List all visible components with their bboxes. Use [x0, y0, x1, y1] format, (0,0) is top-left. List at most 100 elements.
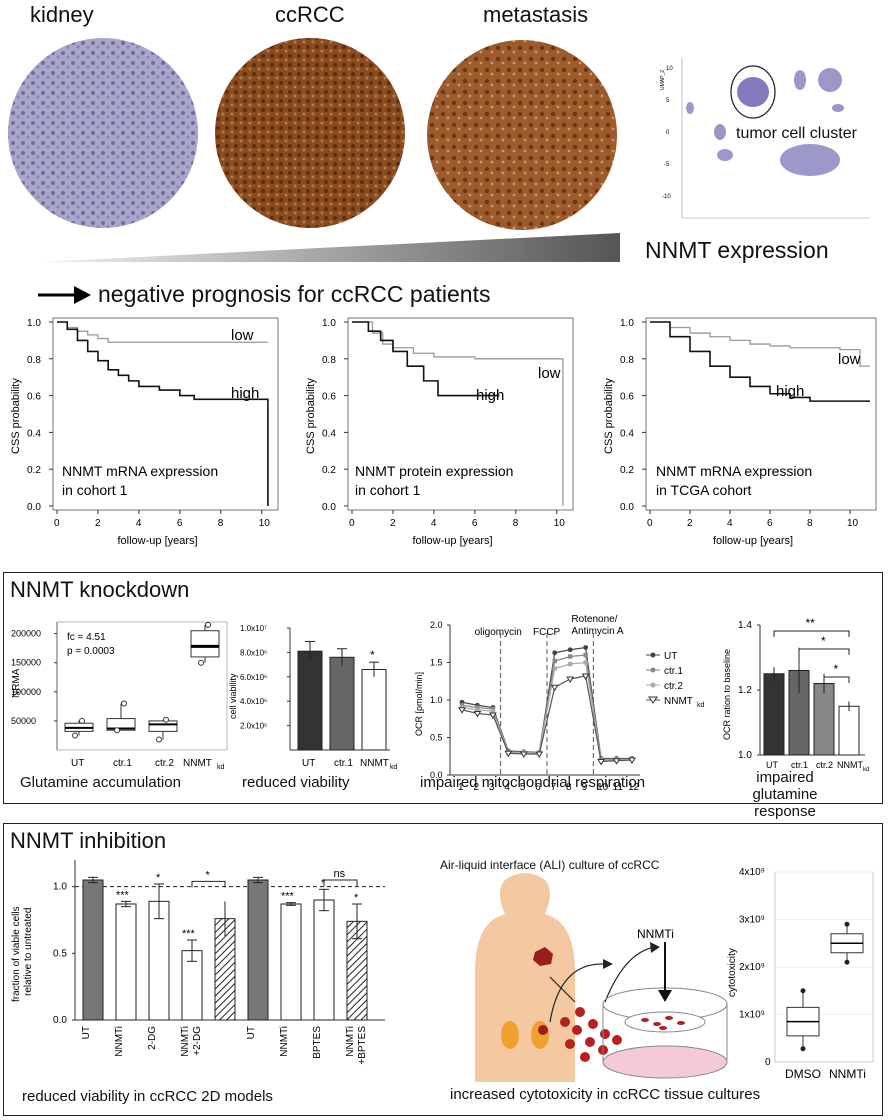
ocr-point — [583, 652, 588, 658]
ocr-ytick-label: 0.0 — [430, 770, 443, 780]
ocr-ratio-group-sub: kd — [863, 767, 869, 773]
glutamine-frame — [56, 621, 228, 751]
km-ytick-label: 0.4 — [322, 428, 336, 439]
ocr-point — [567, 661, 573, 667]
glutamine-point — [198, 659, 204, 666]
ocr-ylabel: OCR [pmol/min] — [414, 672, 424, 736]
km-ytick-label: 0.0 — [322, 502, 336, 513]
ocr-ratio-group-label: NNMT — [837, 760, 863, 770]
inh-viability-bar — [82, 879, 104, 1021]
ocr-series-line — [461, 675, 633, 763]
ocr-legend-sub: kd — [697, 702, 705, 709]
ocr-ytick-label: 1.5 — [430, 658, 443, 668]
km-plot-frame — [347, 317, 574, 511]
inh-viability-significance: *** — [281, 891, 295, 903]
inh-viability-significance: *** — [182, 928, 196, 940]
membrane-tissue — [659, 1026, 667, 1030]
km-label-high: high — [776, 383, 804, 400]
km-xtick-label: 4 — [431, 518, 437, 529]
km-ytick-label: 0.2 — [27, 465, 41, 476]
ali-arrow — [549, 976, 576, 1003]
kidney-left — [501, 1021, 519, 1049]
inh-viability-group-label: NNMTi — [180, 1026, 191, 1057]
ocr-xtick-label: 5 — [520, 782, 526, 793]
ocr-legend-label: NNMT — [664, 696, 693, 707]
ocr-point — [504, 750, 513, 758]
km-curve-high — [57, 321, 269, 506]
km-xtick-label: 2 — [687, 518, 693, 529]
viability-ylabel: cell viability — [228, 673, 238, 719]
viability-ytick-label: 4.0x10⁶ — [240, 697, 267, 706]
km-caption: NNMT mRNA expression — [656, 463, 812, 479]
ocr-ytick-label: 2.0 — [430, 620, 443, 630]
ocr-annotation: oligomycin — [475, 627, 522, 638]
cyto-point — [800, 1046, 806, 1052]
inh-bar-ytick-label: 1.0 — [53, 882, 67, 893]
km-xtick-label: 6 — [177, 518, 183, 529]
ocr-point — [459, 703, 465, 708]
km-xtick-label: 0 — [54, 518, 60, 529]
cyto-ytick-label: 2x10⁹ — [739, 962, 765, 973]
ocr-legend-marker — [650, 682, 656, 688]
inh-viability-group-label: +2-DG — [192, 1026, 203, 1056]
knockdown-title: NNMT knockdown — [10, 577, 190, 602]
inh-bracket — [323, 879, 358, 886]
patient-body — [475, 873, 575, 1082]
glutamine-group-label: ctr.2 — [155, 758, 174, 769]
km-ytick-label: 0.8 — [620, 355, 634, 366]
viability-bar — [297, 650, 323, 751]
km-caption: NNMT protein expression — [355, 463, 513, 479]
cyto-ytick-label: 0 — [765, 1057, 771, 1068]
ocr-xtick-label: 11 — [613, 782, 624, 793]
km-label-low: low — [838, 351, 861, 368]
km-label-high: high — [231, 385, 259, 402]
ocr-legend-marker — [650, 652, 656, 658]
km-label-high: high — [476, 387, 504, 404]
km-curve-low — [650, 321, 870, 367]
ocr-xtick-label: 10 — [597, 782, 609, 793]
glutamine-box — [148, 720, 178, 732]
ocr-series-line — [461, 646, 632, 760]
ocr-point — [581, 673, 590, 680]
km-xtick-label: 8 — [513, 518, 519, 529]
culture-dish-wall — [602, 1004, 728, 1060]
ocr-point — [519, 751, 528, 758]
kidney-tissue-image — [8, 38, 198, 228]
ocr-point — [550, 684, 559, 692]
cyto-point — [844, 921, 850, 927]
glutamine-box — [190, 630, 220, 658]
umap-plot: 10 5 0 -5 -10 UMAP_2 — [660, 58, 870, 219]
inh-viability-group-label: NNMTi — [114, 1026, 125, 1057]
km-ylabel: CSS probability — [603, 378, 615, 454]
umap-cluster-label: tumor cell cluster — [736, 125, 857, 142]
ocr-ratio-bar — [813, 683, 835, 756]
ali-caption: increased cytotoxicity in ccRCC tissue c… — [450, 1086, 761, 1103]
ocr-xtick-label: 9 — [582, 782, 588, 793]
ali-arrow — [549, 963, 606, 1023]
glutamine-group-label: NNMT — [183, 758, 212, 769]
km-ytick-label: 0.8 — [322, 355, 336, 366]
inh-viability-group-label: 2-DG — [147, 1026, 158, 1050]
km-ytick-label: 0.0 — [27, 502, 41, 513]
label-ccrcc: ccRCC — [275, 2, 345, 27]
ocr-annotation: Antimycin A — [571, 626, 624, 637]
ocr-point — [566, 676, 575, 683]
ocr-point — [490, 709, 496, 714]
km-xtick-label: 0 — [349, 518, 355, 529]
ocr-point — [552, 658, 557, 664]
glutamine-point — [72, 732, 78, 739]
ocr-ratio-bracket — [773, 630, 850, 637]
culture-dish-base — [602, 1045, 728, 1079]
glutamine-point — [163, 716, 169, 723]
ocr-ratio-caption-line: impaired glutamine — [752, 769, 818, 803]
glutamine-pvalue: p = 0.0003 — [67, 646, 115, 657]
cyto-ytick-label: 3x10⁹ — [739, 915, 765, 926]
glutamine-group-sub: kd — [217, 764, 225, 771]
ali-arrow — [604, 946, 656, 1003]
ocr-xtick-label: 12 — [628, 782, 640, 793]
inh-viability-group-label: BPTES — [312, 1026, 323, 1059]
ocr-legend-label: ctr.2 — [664, 681, 683, 692]
ocr-annotation: FCCP — [533, 627, 561, 638]
ocr-xtick-label: 7 — [551, 782, 557, 793]
ocr-point — [552, 666, 557, 671]
